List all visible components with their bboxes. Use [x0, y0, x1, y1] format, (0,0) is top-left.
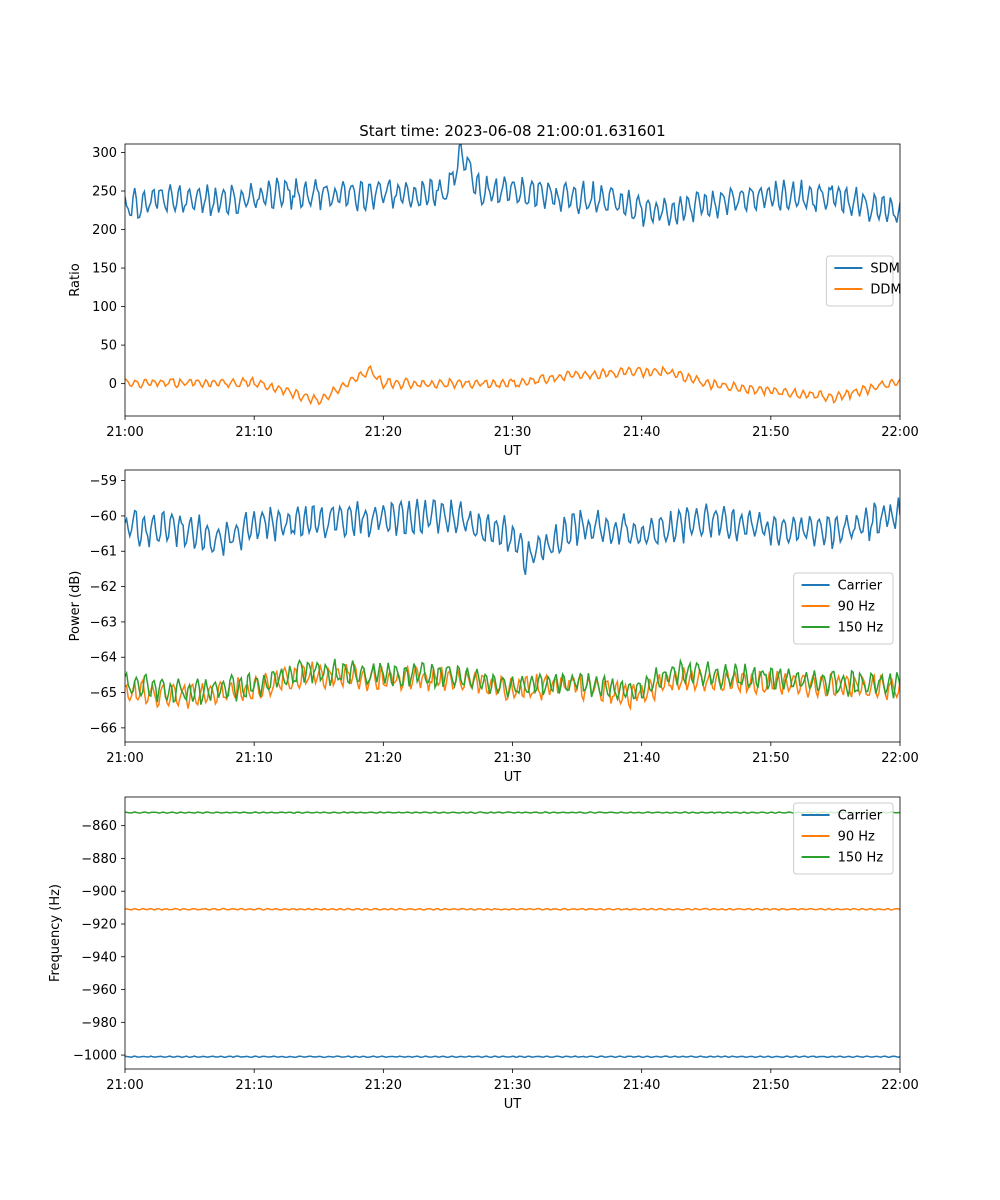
y-tick-label: −62: [90, 580, 117, 595]
y-tick-label: −59: [90, 474, 117, 489]
subplot-1: 21:00 21:10 21:20 21:30 21:40 21:50 22:00 0 50 10…: [68, 143, 919, 459]
y-tick-label: −940: [81, 950, 117, 965]
subplot-3: 21:00 21:10 21:20 21:30 21:40 21:50 22:00 −860 −…: [48, 796, 919, 1112]
x-tick-label: 21:00: [106, 751, 143, 766]
x-tick-label: 21:30: [494, 425, 531, 440]
series-line-sdm: [125, 144, 900, 227]
x-tick-label: 21:40: [623, 425, 660, 440]
series-line-150-hz: [125, 811, 900, 815]
x-tick-label: 21:30: [494, 751, 531, 766]
series-line-150-hz: [125, 657, 900, 705]
x-tick-label: 21:30: [494, 1078, 531, 1093]
x-tick-label: 22:00: [881, 1078, 918, 1093]
legend-label: 90 Hz: [838, 830, 875, 845]
x-tick-label: 21:50: [752, 1078, 789, 1093]
x-tick-label: 21:20: [365, 1078, 402, 1093]
legend-label: 150 Hz: [838, 621, 884, 636]
legend-label: SDM: [870, 262, 899, 277]
y-tick-label: −860: [81, 819, 117, 834]
y-tick-label: 250: [92, 185, 117, 200]
y-tick-label: −1000: [73, 1049, 117, 1064]
legend: Carrier 90 Hz 150 Hz: [793, 572, 894, 645]
series-lines: [125, 497, 900, 712]
legend: Carrier 90 Hz 150 Hz: [793, 802, 894, 875]
x-tick-label: 21:10: [235, 751, 272, 766]
figure-title: Start time: 2023-06-08 21:00:01.631601: [359, 122, 665, 140]
legend-label: Carrier: [838, 579, 883, 594]
y-tick-label: −66: [90, 721, 117, 736]
x-tick-label: 21:40: [623, 751, 660, 766]
y-tick-label: −64: [90, 651, 117, 666]
x-tick-label: 21:00: [106, 425, 143, 440]
series-line-carrier: [125, 497, 900, 575]
y-tick-label: −63: [90, 615, 117, 630]
x-tick-label: 21:20: [365, 425, 402, 440]
legend-label: Carrier: [838, 809, 883, 824]
y-tick-label: −880: [81, 852, 117, 867]
y-tick-label: −980: [81, 1016, 117, 1031]
x-axis-label: UT: [504, 444, 522, 459]
legend-label: 150 Hz: [838, 851, 884, 866]
legend-label: 90 Hz: [838, 600, 875, 615]
x-tick-label: 21:00: [106, 1078, 143, 1093]
x-tick-label: 21:10: [235, 425, 272, 440]
x-tick-label: 21:50: [752, 751, 789, 766]
y-tick-label: −60: [90, 509, 117, 524]
x-tick-label: 21:40: [623, 1078, 660, 1093]
series-line-carrier: [125, 1055, 900, 1059]
y-axis-label: Frequency (Hz): [48, 884, 63, 982]
series-line-90-hz: [125, 907, 900, 911]
y-tick-label: 0: [109, 377, 117, 392]
y-tick-label: 100: [92, 300, 117, 315]
subplots: 21:00 21:10 21:20 21:30 21:40 21:50 22:00 0 50 10…: [48, 143, 919, 1112]
y-axis-label: Ratio: [68, 263, 83, 296]
y-tick-label: −920: [81, 917, 117, 932]
x-tick-label: 21:20: [365, 751, 402, 766]
series-line-90-hz: [125, 661, 900, 712]
x-axis-label: UT: [504, 770, 522, 785]
y-tick-label: −61: [90, 545, 117, 560]
series-lines: [125, 811, 900, 1059]
y-tick-label: 300: [92, 146, 117, 161]
y-tick-label: −960: [81, 983, 117, 998]
y-tick-label: 150: [92, 262, 117, 277]
x-tick-label: 22:00: [881, 425, 918, 440]
x-tick-label: 22:00: [881, 751, 918, 766]
y-tick-label: 50: [100, 339, 117, 354]
series-lines: [125, 144, 900, 406]
y-tick-label: 200: [92, 223, 117, 238]
x-tick-label: 21:50: [752, 425, 789, 440]
legend-label: DDM: [870, 283, 901, 298]
x-tick-label: 21:10: [235, 1078, 272, 1093]
y-tick-label: −900: [81, 885, 117, 900]
legend: SDM DDM: [825, 255, 902, 307]
y-axis-label: Power (dB): [68, 571, 83, 642]
subplot-2: 21:00 21:10 21:20 21:30 21:40 21:50 22:00 −59 −6…: [68, 469, 919, 785]
y-tick-label: −65: [90, 686, 117, 701]
series-line-ddm: [125, 364, 900, 406]
x-axis-label: UT: [504, 1097, 522, 1112]
